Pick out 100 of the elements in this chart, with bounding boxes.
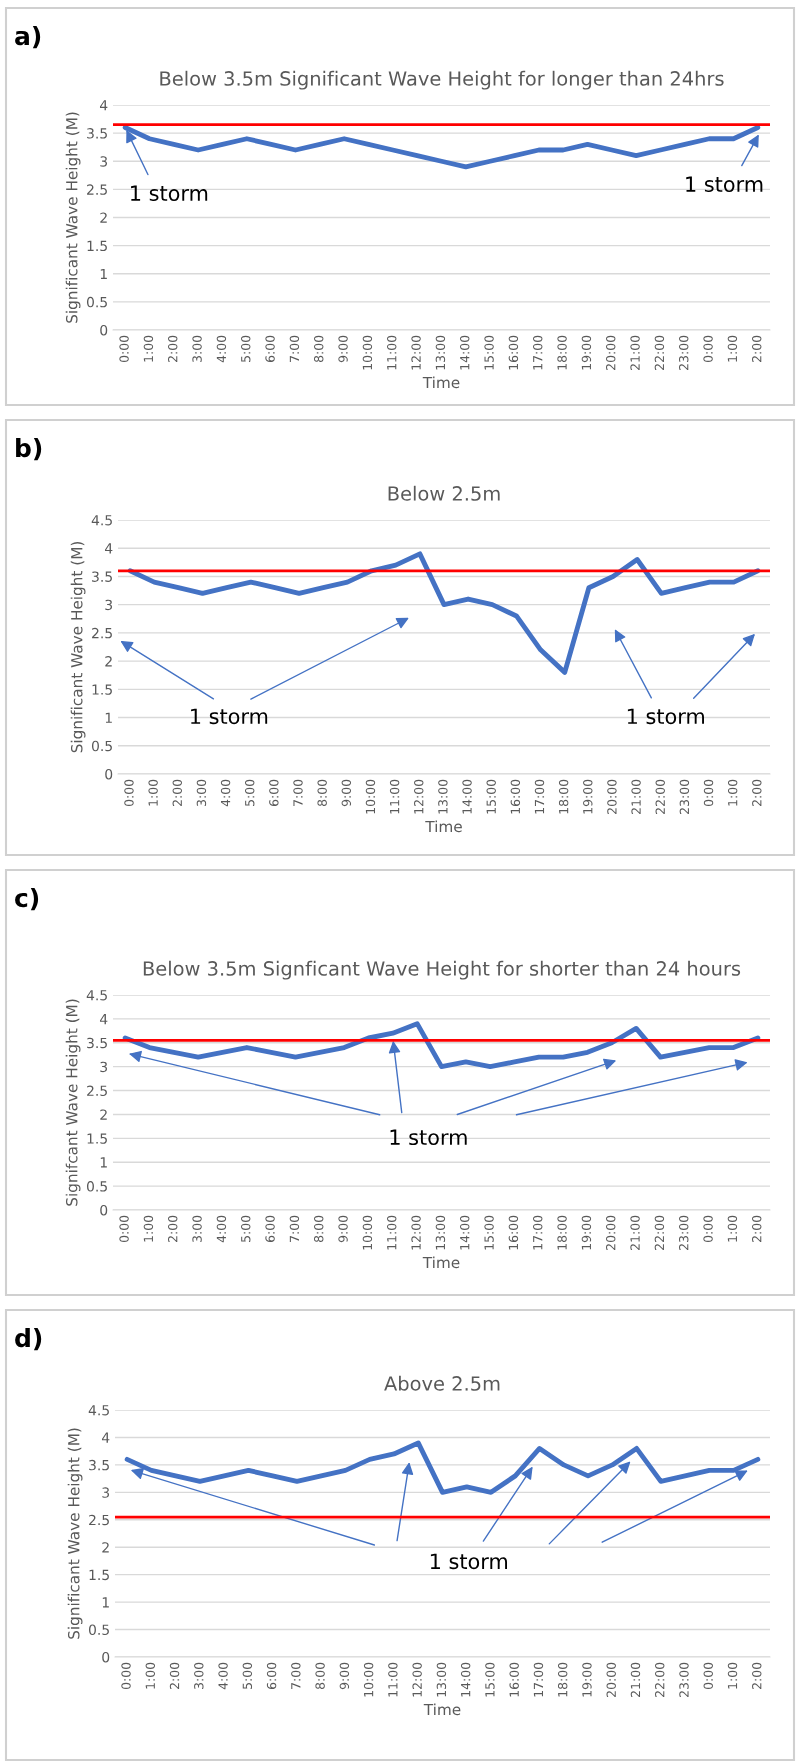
annotation: 1 storm [627, 708, 704, 725]
x-tick-label: 8:00 [317, 779, 327, 807]
y-tick-label: 0.5 [86, 1181, 107, 1192]
annotation: 1 storm [131, 185, 208, 202]
x-tick-label: 5:00 [241, 1215, 251, 1242]
x-tick-label: 6:00 [269, 779, 279, 807]
x-tick-label: 3:00 [192, 335, 202, 362]
y-tick-label: 1.5 [87, 1133, 107, 1144]
annotation: 1 storm [686, 176, 763, 193]
x-tick-label: 11:00 [389, 779, 400, 814]
x-tick-label: 16:00 [510, 779, 521, 814]
x-tick-label: 2:00 [169, 1662, 180, 1690]
x-tick-label: 12:00 [411, 335, 421, 370]
x-tick-label: 2:00 [172, 779, 182, 807]
y-tick-label: 4.5 [86, 990, 107, 1001]
line-series [122, 1021, 761, 1070]
x-tick-label: 3:00 [196, 779, 207, 806]
x-tick-label: 8:00 [314, 1215, 324, 1243]
x-tick-label: 19:00 [581, 1215, 592, 1250]
y-axis-title: Signifcant Wave Height (M) [65, 999, 81, 1206]
y-tick-label: 2 [100, 212, 107, 223]
x-tick-label: 16:00 [508, 335, 519, 370]
x-tick-label: 15:00 [485, 1662, 495, 1697]
line-series [122, 125, 761, 170]
x-tick-label: 23:00 [679, 1215, 689, 1250]
x-tick-label: 2:00 [168, 1215, 178, 1243]
x-tick-label: 22:00 [655, 1662, 665, 1697]
x-tick-label: 1:00 [145, 1662, 156, 1689]
x-tick-label: 0:00 [703, 779, 714, 807]
text: b) [16, 437, 42, 461]
x-tick-label: 4:00 [218, 1662, 228, 1690]
x-tick-label: 20:00 [606, 1662, 616, 1697]
x-tick-label: 13:00 [435, 1215, 446, 1250]
x-tick-label: 0:00 [703, 1662, 713, 1690]
x-tick-label: 3:00 [194, 1662, 204, 1689]
x-tick-label: 4:00 [220, 779, 231, 807]
annotation: 1 storm [430, 1553, 507, 1570]
x-tick-label: 7:00 [293, 779, 303, 806]
x-axis-title: Time [425, 820, 462, 833]
x-tick-label: 9:00 [339, 1662, 350, 1690]
x-tick-label: 6:00 [266, 1662, 277, 1690]
y-tick-label: 1 [102, 1597, 109, 1608]
annotation: 1 storm [390, 1129, 467, 1146]
x-tick-label: 15:00 [484, 335, 494, 370]
x-tick-label: 1:00 [727, 1215, 738, 1242]
x-tick-label: 5:00 [244, 779, 255, 806]
y-tick-label: 0 [105, 768, 113, 780]
x-tick-label: 14:00 [460, 335, 470, 370]
x-tick-label: 19:00 [583, 779, 593, 814]
x-tick-label: 2:00 [752, 1662, 762, 1690]
x-tick-label: 16:00 [508, 1215, 519, 1250]
y-tick-label: 4 [101, 1432, 110, 1443]
x-tick-label: 7:00 [289, 335, 300, 362]
x-tick-label: 21:00 [630, 1215, 640, 1250]
x-tick-label: 15:00 [486, 779, 496, 814]
x-tick-label: 8:00 [314, 335, 324, 363]
x-tick-label: 11:00 [387, 1215, 397, 1250]
y-tick-label: 1.5 [87, 240, 107, 252]
x-tick-label: 14:00 [460, 1662, 471, 1697]
y-axis-title: Significant Wave Height (M) [65, 112, 81, 323]
annotation: 1 storm [191, 708, 268, 725]
x-tick-label: 1:00 [727, 335, 738, 362]
x-tick-label: 0:00 [703, 1215, 713, 1243]
x-tick-label: 22:00 [655, 779, 665, 814]
x-tick-label: 4:00 [216, 335, 227, 363]
x-tick-label: 18:00 [558, 779, 569, 814]
x-tick-label: 19:00 [581, 335, 592, 370]
x-tick-label: 10:00 [365, 779, 376, 814]
x-tick-label: 18:00 [557, 1662, 568, 1697]
x-axis-title: Time [423, 1703, 461, 1716]
x-tick-label: 7:00 [291, 1662, 301, 1689]
x-tick-label: 1:00 [727, 779, 738, 806]
y-tick-label: 0 [100, 1204, 108, 1216]
line-series [127, 551, 761, 675]
x-tick-label: 0:00 [124, 779, 134, 807]
y-tick-label: 3 [100, 1061, 108, 1073]
x-tick-label: 17:00 [533, 1662, 544, 1697]
y-tick-label: 0.5 [91, 740, 112, 752]
x-tick-label: 20:00 [607, 779, 617, 814]
x-tick-label: 3:00 [192, 1215, 202, 1242]
y-tick-label: 1 [105, 712, 112, 723]
x-tick-label: 20:00 [606, 1215, 616, 1250]
y-tick-label: 2.5 [92, 627, 112, 639]
y-tick-label: 4 [99, 1014, 108, 1025]
x-tick-label: 9:00 [341, 779, 352, 807]
x-tick-label: 10:00 [363, 1662, 374, 1697]
x-tick-label: 21:00 [631, 779, 641, 814]
line-series [124, 1440, 761, 1495]
y-tick-label: 1.5 [92, 684, 112, 695]
y-tick-label: 1 [100, 1157, 107, 1168]
x-tick-label: 23:00 [679, 335, 689, 370]
x-tick-label: 17:00 [533, 1215, 543, 1250]
y-tick-label: 2.5 [87, 184, 107, 195]
x-tick-label: 7:00 [289, 1215, 300, 1242]
chart-title: Below 3.5m Significant Wave Height for longer than 24hrs [160, 70, 724, 90]
x-tick-label: 4:00 [216, 1215, 227, 1243]
x-tick-label: 14:00 [462, 779, 472, 814]
y-tick-label: 4 [104, 543, 113, 554]
x-tick-label: 21:00 [630, 335, 640, 370]
x-tick-label: 5:00 [242, 1662, 253, 1689]
